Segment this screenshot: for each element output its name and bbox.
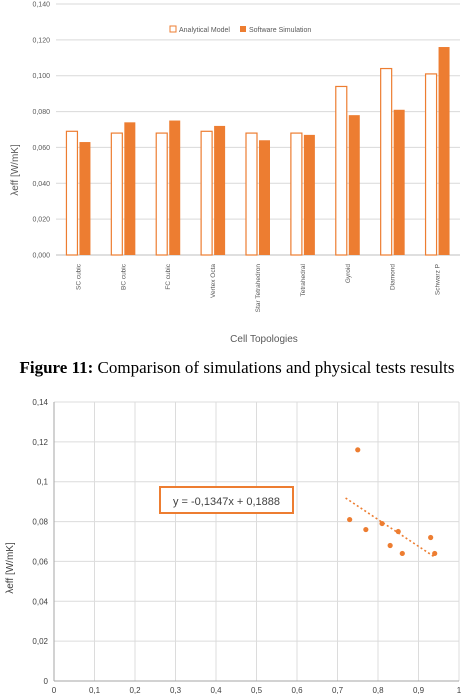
scatter-x-tick-label: 1	[457, 686, 462, 695]
figure-caption-label: Figure 11:	[19, 358, 94, 377]
scatter-y-tick-label: 0,02	[32, 637, 48, 646]
scatter-x-tick-label: 0,5	[251, 686, 263, 695]
scatter-x-tick-label: 0,4	[210, 686, 222, 695]
bar-software-simulation	[124, 122, 136, 255]
bar-y-tick-label: 0,080	[32, 109, 50, 116]
bar-analytical-model	[200, 130, 213, 256]
scatter-point	[432, 550, 438, 557]
scatter-y-tick-label: 0,08	[32, 518, 48, 527]
bar-software-simulation	[348, 115, 360, 256]
scatter-y-tick-label: 0,1	[37, 478, 49, 487]
scatter-point	[387, 542, 393, 549]
bar-x-tick-label: Diamond	[390, 264, 397, 290]
bar-analytical-model	[424, 73, 438, 256]
bar-software-simulation	[438, 47, 450, 256]
bar-x-tick-label: BC cubic	[120, 263, 127, 290]
trendline-equation: y = -0,1347x + 0,1888	[173, 496, 280, 508]
legend-label-simulation: Software Simulation	[249, 27, 311, 34]
bar-analytical-model	[110, 132, 123, 256]
scatter-y-tick-label: 0	[44, 677, 49, 686]
bar-software-simulation	[79, 142, 91, 255]
scatter-y-tick-label: 0,04	[32, 597, 48, 606]
legend-label-analytical: Analytical Model	[179, 27, 230, 34]
scatter-chart-gridlines	[53, 401, 460, 682]
bar-y-tick-label: 0,020	[32, 217, 50, 224]
scatter-point	[363, 526, 369, 533]
bar-chart-legend: Analytical Model Software Simulation	[169, 25, 311, 34]
scatter-point	[379, 520, 385, 527]
bar-x-tick-label: Gyroid	[345, 264, 352, 284]
scatter-x-tick-label: 0,9	[413, 686, 425, 695]
scatter-x-tick-label: 0,8	[372, 686, 384, 695]
scatter-chart-x-ticks: 0 0,1 0,2 0,3 0,4 0,5 0,6 0,7 0,8 0,9 1	[52, 686, 462, 695]
bar-analytical-model	[380, 67, 393, 256]
figure-caption: Figure 11: Comparison of simulations and…	[0, 358, 474, 378]
scatter-y-tick-label: 0,12	[32, 438, 48, 447]
bar-analytical-model	[335, 85, 348, 256]
bar-chart-gridlines	[56, 3, 460, 256]
legend-swatch-analytical	[169, 25, 177, 33]
scatter-x-tick-label: 0,2	[129, 686, 141, 695]
bar-analytical-model	[245, 132, 258, 256]
scatter-y-tick-label: 0,06	[32, 557, 48, 566]
scatter-point	[355, 447, 361, 453]
bar-software-simulation	[303, 134, 315, 255]
bar-software-simulation	[259, 140, 270, 255]
scatter-chart: 00,020,040,060,080,10,120,14 0 0,1 0,2 0,3 0…	[5, 398, 462, 695]
figure-caption-text: Comparison of simulations and physical t…	[93, 358, 455, 377]
legend-swatch-simulation	[240, 26, 246, 32]
scatter-point	[428, 534, 434, 541]
bar-software-simulation	[214, 125, 226, 256]
bar-analytical-model	[155, 132, 168, 256]
scatter-x-tick-label: 0,1	[89, 686, 101, 695]
scatter-chart-points	[347, 447, 438, 557]
bar-analytical-model	[65, 130, 79, 256]
scatter-x-tick-label: 0,7	[332, 686, 344, 695]
scatter-x-tick-label: 0	[52, 686, 57, 695]
bar-chart-y-ticks: 0,000 0,020 0,040 0,060 0,080 0,100 0,120 0,140	[32, 2, 50, 260]
scatter-chart-y-ticks: 0 0,02 0,04 0,06 0,08 0,1 0,12 0,14	[32, 398, 48, 686]
scatter-chart-trendline	[345, 497, 436, 558]
trendline-equation-box	[159, 486, 294, 514]
scatter-x-tick-label: 0,6	[291, 686, 303, 695]
bar-x-tick-label: Vertex Octa	[210, 264, 217, 298]
bar-y-tick-label: 0,040	[32, 181, 50, 188]
bar-y-tick-label: 0,000	[32, 253, 50, 260]
scatter-point	[395, 528, 401, 535]
scatter-point	[399, 550, 405, 557]
scatter-y-tick-label: 0,14	[32, 398, 48, 407]
bar-analytical-model	[290, 132, 303, 256]
bar-y-tick-label: 0,060	[32, 145, 50, 152]
bar-x-tick-label: Star Tetrahedron	[255, 264, 262, 313]
bar-x-tick-label: Tetrahedral	[300, 263, 307, 296]
bar-chart: 0,000 0,020 0,040 0,060 0,080 0,100 0,120 0,140…	[10, 2, 460, 345]
bar-x-tick-label: SC cubic	[75, 263, 82, 290]
bar-chart-x-axis-label: Cell Topologies	[230, 334, 298, 345]
bar-chart-y-axis-label: λeff [W/mK]	[10, 144, 21, 196]
bar-chart-bars	[65, 47, 450, 256]
bar-y-tick-label: 0,120	[32, 37, 50, 44]
bar-chart-x-ticks: SC cubic BC cubic FC cubic Vertex Octa Star …	[75, 263, 441, 312]
bar-y-tick-label: 0,140	[32, 2, 50, 9]
bar-y-tick-label: 0,100	[32, 73, 50, 80]
scatter-trendline	[345, 497, 436, 558]
bar-software-simulation	[169, 120, 181, 256]
scatter-x-tick-label: 0,3	[170, 686, 182, 695]
bar-x-tick-label: Schwarz P	[435, 264, 442, 295]
scatter-chart-y-axis-label: λeff [W/mK]	[5, 542, 16, 594]
bar-x-tick-label: FC cubic	[165, 263, 172, 289]
scatter-point	[347, 516, 353, 523]
bar-software-simulation	[393, 109, 405, 256]
